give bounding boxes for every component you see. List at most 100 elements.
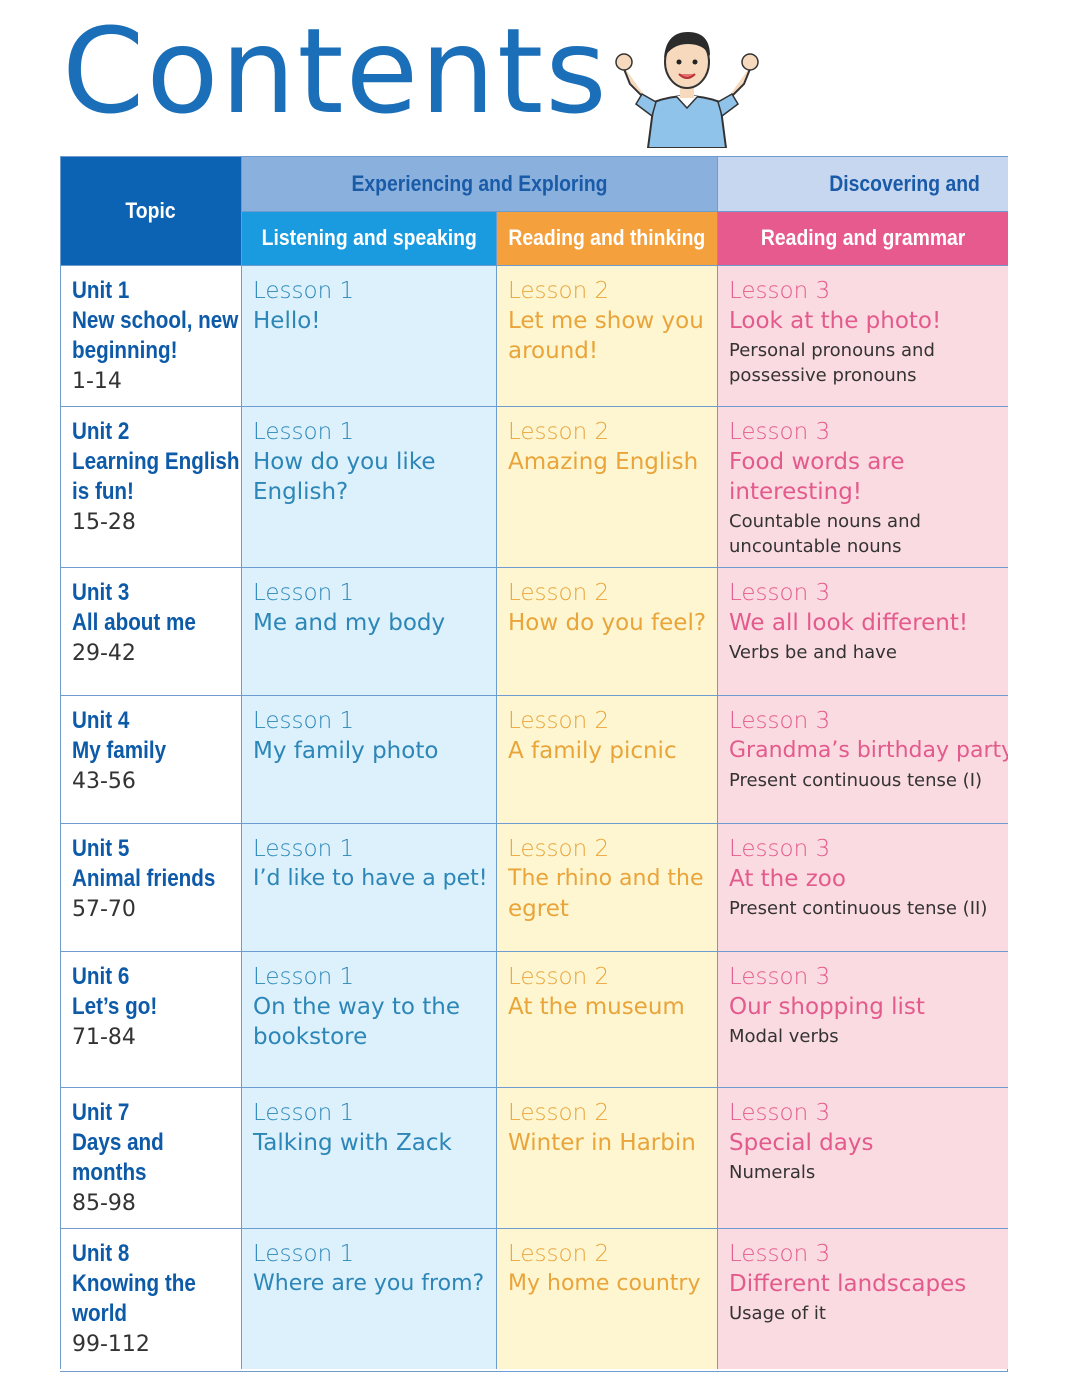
listening-cell: Lesson 1 How do you like English? [241,406,496,567]
lesson-title: Talking with Zack [253,1130,452,1156]
boy-mascot-icon [615,32,759,148]
lesson-title: bookstore [253,1024,368,1050]
lesson-label: Lesson 3 [729,278,831,304]
reading-thinking-cell: Lesson 2 Amazing English [496,406,717,567]
unit-cell: Unit 8 Knowing the world 99-112 [60,1228,241,1369]
lesson-title: Where are you from? [253,1271,485,1296]
unit-name: world [72,1300,128,1327]
lesson-label: Lesson 1 [253,1241,355,1267]
unit-label: Unit 4 [72,707,130,734]
reading-grammar-cell: Lesson 3 Look at the photo! Personal pro… [717,265,1008,406]
reading-thinking-cell: Lesson 2 The rhino and the egret [496,823,717,951]
lesson-title: I’d like to have a pet! [253,866,488,891]
lesson-label: Lesson 3 [729,580,831,606]
lesson-label: Lesson 3 [729,964,831,990]
unit-cell: Unit 3 All about me 29-42 [60,567,241,695]
reading-grammar-cell: Lesson 3 Different landscapes Usage of i… [717,1228,1008,1369]
unit-cell: Unit 5 Animal friends 57-70 [60,823,241,951]
topic-header: Topic [60,156,241,265]
unit-name: Animal friends [72,865,216,892]
listening-speaking-header: Listening and speaking [241,211,496,265]
lesson-title: Look at the photo! [729,308,942,334]
unit-cell: Unit 7 Days and months 85-98 [60,1087,241,1228]
listening-cell: Lesson 1 Hello! [241,265,496,406]
lesson-title: Different landscapes [729,1271,967,1297]
unit-label: Unit 7 [72,1099,130,1126]
lesson-title: My home country [508,1271,701,1296]
page-title: Contents [62,2,609,140]
lesson-label: Lesson 2 [508,964,610,990]
reading-thinking-cell: Lesson 2 My home country [496,1228,717,1369]
lesson-title: Grandma’s birthday party [729,738,1008,763]
lesson-title: My family photo [253,738,439,764]
unit-name: beginning! [72,337,178,364]
grammar-topic: Verbs be and have [729,642,897,663]
unit-pages: 99-112 [72,1332,150,1357]
lesson-title: How do you feel? [508,610,707,636]
unit-name: is fun! [72,478,134,505]
grammar-topic: Modal verbs [729,1026,839,1047]
lesson-label: Lesson 3 [729,836,831,862]
reading-grammar-cell: Lesson 3 Special days Numerals [717,1087,1008,1228]
reading-grammar-cell: Lesson 3 Food words are interesting! Cou… [717,406,1008,567]
lesson-title: Our shopping list [729,994,925,1020]
reading-grammar-cell: Lesson 3 At the zoo Present continuous t… [717,823,1008,951]
reading-thinking-cell: Lesson 2 A family picnic [496,695,717,823]
lesson-label: Lesson 1 [253,1100,355,1126]
unit-pages: 15-28 [72,510,136,535]
lesson-title: Food words are [729,449,905,475]
experiencing-header: Experiencing and Exploring [241,156,717,211]
lesson-label: Lesson 2 [508,580,610,606]
reading-grammar-cell: Lesson 3 Our shopping list Modal verbs [717,951,1008,1087]
unit-label: Unit 6 [72,963,130,990]
unit-pages: 29-42 [72,641,136,666]
discovering-header: Discovering and [717,156,1008,211]
lesson-label: Lesson 2 [508,419,610,445]
unit-cell: Unit 1 New school, new beginning! 1-14 [60,265,241,406]
unit-name: All about me [72,609,196,636]
lesson-title: Let me show you [508,308,704,334]
lesson-title: around! [508,338,599,364]
lesson-label: Lesson 1 [253,708,355,734]
lesson-title: Me and my body [253,610,446,636]
contents-table: Topic Experiencing and Exploring Discove… [60,156,1008,1372]
reading-thinking-cell: Lesson 2 Winter in Harbin [496,1087,717,1228]
grammar-topic: Numerals [729,1162,816,1183]
grammar-topic: Usage of it [729,1303,826,1324]
unit-cell: Unit 2 Learning English is fun! 15-28 [60,406,241,567]
unit-cell: Unit 4 My family 43-56 [60,695,241,823]
unit-label: Unit 5 [72,835,130,862]
lesson-title: Special days [729,1130,874,1156]
lesson-label: Lesson 2 [508,1100,610,1126]
grammar-topic: Countable nouns and uncountable nouns [729,511,921,557]
unit-label: Unit 1 [72,277,130,304]
lesson-title: English? [253,479,349,505]
lesson-title: Hello! [253,308,321,334]
lesson-label: Lesson 1 [253,836,355,862]
lesson-title: egret [508,896,569,922]
grammar-topic: Present continuous tense (I) [729,770,983,791]
lesson-title: At the museum [508,994,685,1020]
lesson-title: On the way to the [253,994,461,1020]
listening-cell: Lesson 1 Where are you from? [241,1228,496,1369]
lesson-label: Lesson 3 [729,419,831,445]
unit-pages: 43-56 [72,769,136,794]
lesson-title: We all look different! [729,610,969,636]
lesson-label: Lesson 2 [508,836,610,862]
listening-cell: Lesson 1 Me and my body [241,567,496,695]
reading-grammar-cell: Lesson 3 We all look different! Verbs be… [717,567,1008,695]
listening-cell: Lesson 1 On the way to the bookstore [241,951,496,1087]
grammar-topic: Present continuous tense (II) [729,898,988,919]
unit-pages: 71-84 [72,1025,136,1050]
reading-thinking-cell: Lesson 2 Let me show you around! [496,265,717,406]
unit-pages: 57-70 [72,897,136,922]
unit-label: Unit 2 [72,418,130,445]
unit-name: New school, new [72,307,239,334]
lesson-label: Lesson 3 [729,708,831,734]
unit-label: Unit 8 [72,1240,130,1267]
lesson-label: Lesson 2 [508,1241,610,1267]
unit-name: months [72,1159,147,1186]
unit-name: Days and [72,1129,164,1156]
lesson-label: Lesson 3 [729,1100,831,1126]
lesson-title: The rhino and the [508,866,704,891]
